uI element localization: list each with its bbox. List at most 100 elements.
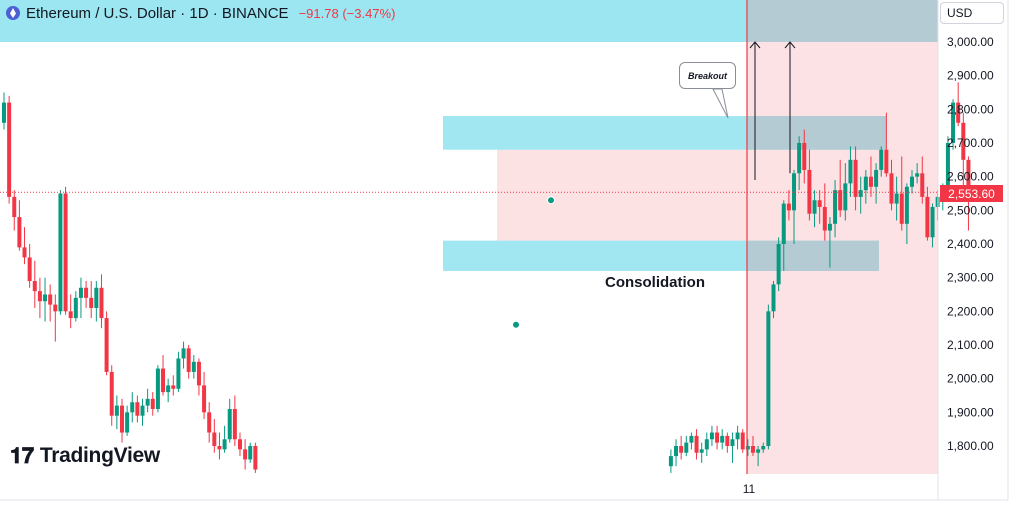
candle[interactable] <box>12 196 17 218</box>
candle[interactable] <box>679 446 684 453</box>
candle[interactable] <box>730 439 735 446</box>
candle[interactable] <box>848 159 853 184</box>
candle[interactable] <box>7 102 12 197</box>
candle[interactable] <box>915 173 920 177</box>
candle[interactable] <box>689 435 694 443</box>
candle[interactable] <box>104 318 109 372</box>
candle[interactable] <box>2 102 6 123</box>
candle[interactable] <box>930 206 935 238</box>
candle[interactable] <box>889 173 894 204</box>
candle[interactable] <box>94 287 99 308</box>
candle[interactable] <box>17 217 22 248</box>
signal-dot[interactable] <box>547 196 555 205</box>
candle[interactable] <box>243 449 248 460</box>
candle[interactable] <box>874 169 879 187</box>
candle[interactable] <box>125 412 130 433</box>
candle[interactable] <box>63 193 68 312</box>
candle[interactable] <box>22 247 27 258</box>
candle[interactable] <box>745 446 750 450</box>
candle[interactable] <box>181 348 186 359</box>
breakout-callout[interactable]: Breakout <box>679 62 736 89</box>
candle[interactable] <box>232 408 237 440</box>
candle[interactable] <box>884 149 889 174</box>
candle[interactable] <box>781 203 786 244</box>
candle[interactable] <box>694 435 699 453</box>
candle[interactable] <box>894 193 899 204</box>
candle[interactable] <box>966 159 971 193</box>
candle[interactable] <box>99 287 104 319</box>
candle[interactable] <box>43 294 48 302</box>
candle[interactable] <box>155 368 160 409</box>
candle[interactable] <box>833 190 838 224</box>
candle[interactable] <box>48 294 53 305</box>
candle[interactable] <box>191 361 196 372</box>
symbol-title[interactable]: Ethereum / U.S. Dollar · 1D · BINANCE <box>26 4 289 22</box>
candle[interactable] <box>78 287 83 298</box>
candle[interactable] <box>196 361 201 386</box>
candle[interactable] <box>771 284 776 312</box>
candle[interactable] <box>812 200 817 214</box>
candle[interactable] <box>53 304 58 312</box>
candle[interactable] <box>109 371 114 416</box>
candle[interactable] <box>202 385 207 413</box>
candle[interactable] <box>956 102 961 123</box>
candle[interactable] <box>735 432 740 440</box>
candle[interactable] <box>89 297 94 308</box>
candle[interactable] <box>27 257 32 282</box>
candle[interactable] <box>114 405 119 416</box>
candle[interactable] <box>166 385 171 393</box>
candle[interactable] <box>171 385 176 389</box>
candle[interactable] <box>145 398 150 406</box>
candle[interactable] <box>792 173 797 211</box>
candle[interactable] <box>761 446 766 450</box>
candle[interactable] <box>920 173 925 197</box>
candle[interactable] <box>119 405 124 433</box>
candle[interactable] <box>961 122 966 160</box>
candle[interactable] <box>135 402 140 416</box>
candle[interactable] <box>58 193 63 312</box>
candle[interactable] <box>150 398 155 409</box>
candle[interactable] <box>904 186 909 224</box>
candle[interactable] <box>704 439 709 450</box>
candle[interactable] <box>945 143 950 191</box>
candle[interactable] <box>32 281 37 292</box>
candle[interactable] <box>668 456 673 467</box>
candle[interactable] <box>925 196 930 238</box>
candle[interactable] <box>253 446 258 470</box>
candle[interactable] <box>140 405 145 416</box>
candle[interactable] <box>802 143 807 170</box>
candle[interactable] <box>786 203 791 211</box>
candle[interactable] <box>817 200 822 207</box>
candle[interactable] <box>853 159 858 197</box>
candle[interactable] <box>827 223 832 231</box>
candle[interactable] <box>720 435 725 443</box>
candle[interactable] <box>212 432 217 446</box>
consolidation-label[interactable]: Consolidation <box>605 274 705 291</box>
candle[interactable] <box>838 190 843 211</box>
candle[interactable] <box>797 143 802 174</box>
candle[interactable] <box>807 169 812 214</box>
currency-button[interactable]: USD <box>940 2 1004 24</box>
candle[interactable] <box>217 446 222 450</box>
signal-dot[interactable] <box>512 320 520 329</box>
candle[interactable] <box>161 368 166 393</box>
candle[interactable] <box>237 439 242 450</box>
candle[interactable] <box>222 439 227 450</box>
candle[interactable] <box>899 193 904 224</box>
candle[interactable] <box>699 449 704 453</box>
candle[interactable] <box>776 244 781 285</box>
candle[interactable] <box>73 297 78 319</box>
candle[interactable] <box>709 432 714 440</box>
candle[interactable] <box>130 402 135 413</box>
candle[interactable] <box>843 183 848 211</box>
candle[interactable] <box>227 408 232 440</box>
candle[interactable] <box>756 449 761 453</box>
candle[interactable] <box>725 435 730 446</box>
candle[interactable] <box>715 432 720 443</box>
candle[interactable] <box>176 358 181 389</box>
candle[interactable] <box>910 176 915 187</box>
candle[interactable] <box>750 446 755 453</box>
candle[interactable] <box>766 311 771 446</box>
